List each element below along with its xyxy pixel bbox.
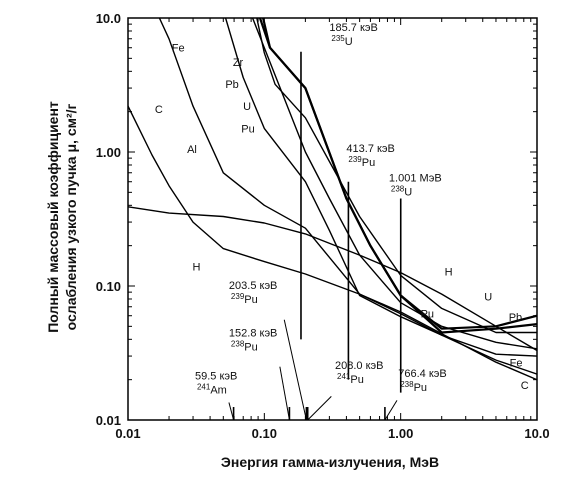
curve-pb xyxy=(256,18,537,334)
annotation-isotope: 241Pu xyxy=(337,372,364,386)
x-tick-label: 0.10 xyxy=(252,426,277,441)
curve-h xyxy=(128,206,537,352)
curve-label-pu: Pu xyxy=(241,123,254,135)
curve-label-zr: Zr xyxy=(233,57,244,69)
curve-label-fe: Fe xyxy=(172,43,185,55)
x-tick-label: 0.01 xyxy=(115,426,140,441)
isotope-symbol: Pu xyxy=(414,382,427,394)
y-tick-label: 0.01 xyxy=(96,413,121,428)
annotation-leader xyxy=(279,366,290,421)
x-tick-label: 1.00 xyxy=(388,426,413,441)
isotope-symbol: Pu xyxy=(244,294,257,306)
isotope-symbol: Pu xyxy=(362,157,375,169)
isotope-mass: 238 xyxy=(231,339,245,348)
annotation-energy: 59.5 кэВ xyxy=(195,371,237,383)
edge-label-c: C xyxy=(521,380,529,392)
curve-al xyxy=(158,18,537,375)
curve-label-h: H xyxy=(193,262,201,274)
annotation-isotope: 235U xyxy=(331,34,352,48)
y-tick-label: 0.10 xyxy=(96,279,121,294)
edge-label-u: U xyxy=(484,291,492,303)
isotope-symbol: Am xyxy=(210,385,227,397)
edge-label-fe: Fe xyxy=(510,358,523,370)
annotation-isotope: 239Pu xyxy=(348,155,375,169)
edge-label-h: H xyxy=(445,266,453,278)
isotope-symbol: U xyxy=(404,187,412,199)
annotation-energy: 208.0 кэВ xyxy=(335,360,383,372)
isotope-mass: 239 xyxy=(348,155,362,164)
isotope-mass: 238 xyxy=(391,185,405,194)
annotation-leader xyxy=(228,402,235,421)
curve-zr xyxy=(251,18,537,350)
x-axis-title: Энергия гамма-излучения, МэВ xyxy=(221,454,439,470)
annotation-leader xyxy=(307,396,332,421)
y-axis-title-line1: Полный массовый коэффициент xyxy=(45,101,61,333)
isotope-symbol: U xyxy=(345,36,353,48)
annotation-isotope: 238Pu xyxy=(231,339,258,353)
curve-pu xyxy=(262,18,537,334)
isotope-symbol: Pu xyxy=(350,374,363,386)
annotation-leader xyxy=(384,400,398,421)
annotation-energy: 766.4 кэВ xyxy=(398,368,446,380)
annotation-isotope: 241Am xyxy=(197,383,227,397)
isotope-symbol: Pu xyxy=(244,341,257,353)
annotation-isotope: 238Pu xyxy=(400,380,427,394)
annotation-energy: 413.7 кэВ xyxy=(346,143,394,155)
annotation-energy: 1.001 МэВ xyxy=(389,173,442,185)
isotope-mass: 241 xyxy=(197,383,211,392)
isotope-mass: 239 xyxy=(231,292,245,301)
y-axis-title-line2: ослабления узкого пучка μ, см²/г xyxy=(63,103,79,330)
curve-label-pb: Pb xyxy=(225,79,238,91)
curve-label-al: Al xyxy=(187,144,197,156)
curve-label-u: U xyxy=(243,101,251,113)
annotation-energy: 203.5 кэВ xyxy=(229,280,277,292)
edge-label-pb: Pb xyxy=(509,312,522,324)
isotope-mass: 235 xyxy=(331,34,345,43)
annotation-isotope: 238U xyxy=(391,185,412,199)
isotope-mass: 241 xyxy=(337,372,351,381)
isotope-mass: 238 xyxy=(400,380,414,389)
plot-frame xyxy=(127,17,538,421)
y-tick-label: 10.0 xyxy=(96,11,121,26)
y-tick-label: 1.00 xyxy=(96,145,121,160)
edge-label-pu: Pu xyxy=(421,309,434,321)
annotation-leader xyxy=(283,319,307,421)
annotation-energy: 152.8 кэВ xyxy=(229,327,277,339)
x-tick-label: 10.0 xyxy=(524,426,549,441)
curve-fe xyxy=(224,18,537,357)
annotation-isotope: 239Pu xyxy=(231,292,258,306)
annotation-energy: 185.7 кэВ xyxy=(329,22,377,34)
curve-label-c: C xyxy=(155,104,163,116)
